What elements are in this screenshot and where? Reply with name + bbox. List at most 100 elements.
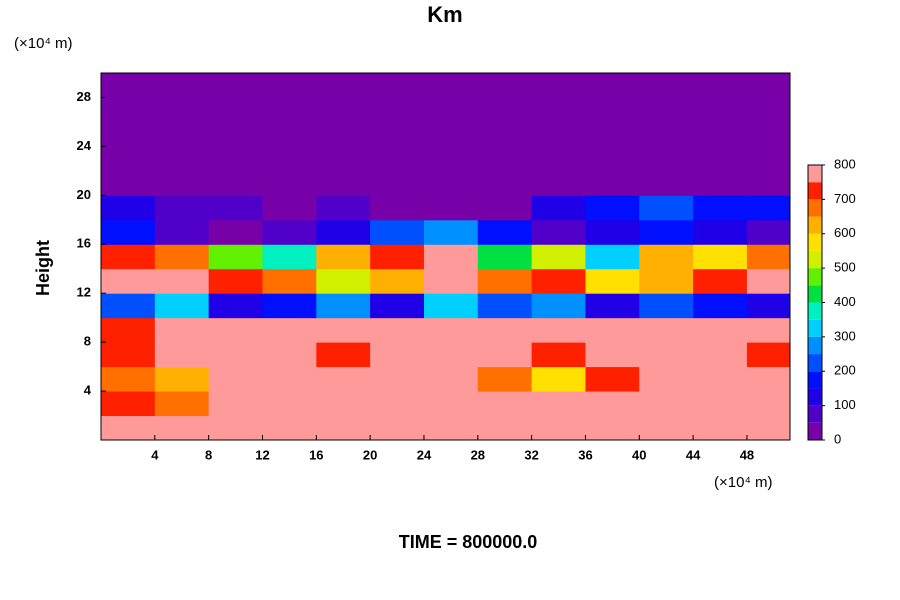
cell <box>693 195 748 221</box>
cell <box>746 195 791 221</box>
cell <box>154 342 210 368</box>
y-tick-label: 4 <box>84 383 92 398</box>
cell <box>531 219 586 245</box>
cell <box>154 415 210 441</box>
cell <box>585 244 640 270</box>
cell <box>639 195 694 221</box>
cell <box>154 268 210 294</box>
cell <box>639 146 694 172</box>
colorbar-swatch <box>808 422 822 440</box>
cell <box>693 73 748 98</box>
cell <box>693 97 748 123</box>
cell <box>639 73 694 98</box>
colorbar-tick-label: 600 <box>834 225 856 240</box>
cell <box>531 97 586 123</box>
cell <box>693 342 748 368</box>
colorbar-tick-label: 300 <box>834 328 856 343</box>
colorbar-swatch <box>808 388 822 406</box>
cell <box>208 219 263 245</box>
cell <box>316 195 371 221</box>
cell <box>531 146 586 172</box>
cell <box>639 244 694 270</box>
cell <box>477 415 533 441</box>
colorbar-swatch <box>808 216 822 234</box>
colorbar-swatch <box>808 319 822 337</box>
cell <box>585 73 640 98</box>
cell <box>746 97 791 123</box>
cell <box>693 293 748 319</box>
cell <box>316 415 371 441</box>
cell <box>370 342 425 368</box>
cell <box>639 170 694 196</box>
colorbar-tick-label: 500 <box>834 260 856 275</box>
cell <box>746 293 791 319</box>
cell <box>531 317 586 343</box>
cell <box>531 121 586 147</box>
cell <box>477 121 533 147</box>
x-tick-label: 16 <box>309 447 323 462</box>
colorbar-swatch <box>808 336 822 355</box>
cell <box>316 391 371 417</box>
cell <box>746 121 791 147</box>
cell <box>746 391 791 417</box>
colorbar-tick-label: 700 <box>834 191 856 206</box>
colorbar-swatch <box>808 165 822 183</box>
cell <box>101 268 156 294</box>
footer: TIME = 800000.0 <box>399 532 538 552</box>
x-tick-label: 32 <box>524 447 538 462</box>
cell <box>639 317 694 343</box>
cell <box>101 317 156 343</box>
cell <box>693 268 748 294</box>
x-tick-label: 40 <box>632 447 646 462</box>
cell <box>423 391 479 417</box>
cell <box>423 293 479 319</box>
cell <box>370 170 425 196</box>
cell <box>585 391 640 417</box>
cell <box>208 121 263 147</box>
cell <box>639 121 694 147</box>
cell <box>370 244 425 270</box>
cell <box>208 293 263 319</box>
cell <box>316 244 371 270</box>
cell <box>585 293 640 319</box>
colorbar-swatch <box>808 250 822 269</box>
colorbar-swatch <box>808 354 822 372</box>
cell <box>262 391 317 417</box>
colorbar-swatch <box>808 233 822 251</box>
cell <box>154 293 210 319</box>
cell <box>370 73 425 98</box>
cell <box>585 121 640 147</box>
cell <box>477 268 533 294</box>
cell <box>693 366 748 392</box>
cell <box>746 73 791 98</box>
y-tick-label: 16 <box>77 236 91 251</box>
cell <box>316 317 371 343</box>
cell <box>423 97 479 123</box>
cell <box>262 415 317 441</box>
cell <box>316 97 371 123</box>
cell <box>693 219 748 245</box>
cell <box>101 219 156 245</box>
x-unit: (×10⁴ m) <box>714 474 773 491</box>
cell <box>316 121 371 147</box>
cell <box>423 342 479 368</box>
cell <box>208 415 263 441</box>
x-tick-label: 8 <box>205 447 212 462</box>
y-unit: (×10⁴ m) <box>14 35 73 52</box>
x-tick-label: 24 <box>417 447 432 462</box>
cell <box>208 170 263 196</box>
colorbar-swatch <box>808 285 822 303</box>
cell <box>370 121 425 147</box>
cell <box>423 317 479 343</box>
cell <box>746 268 791 294</box>
cell <box>423 73 479 98</box>
cell <box>423 146 479 172</box>
cell <box>746 219 791 245</box>
x-tick-label: 44 <box>686 447 701 462</box>
cell <box>639 415 694 441</box>
cell <box>531 342 586 368</box>
y-tick-label: 8 <box>84 334 91 349</box>
cell <box>101 73 156 98</box>
cell <box>423 244 479 270</box>
colorbar-tick-label: 100 <box>834 397 856 412</box>
